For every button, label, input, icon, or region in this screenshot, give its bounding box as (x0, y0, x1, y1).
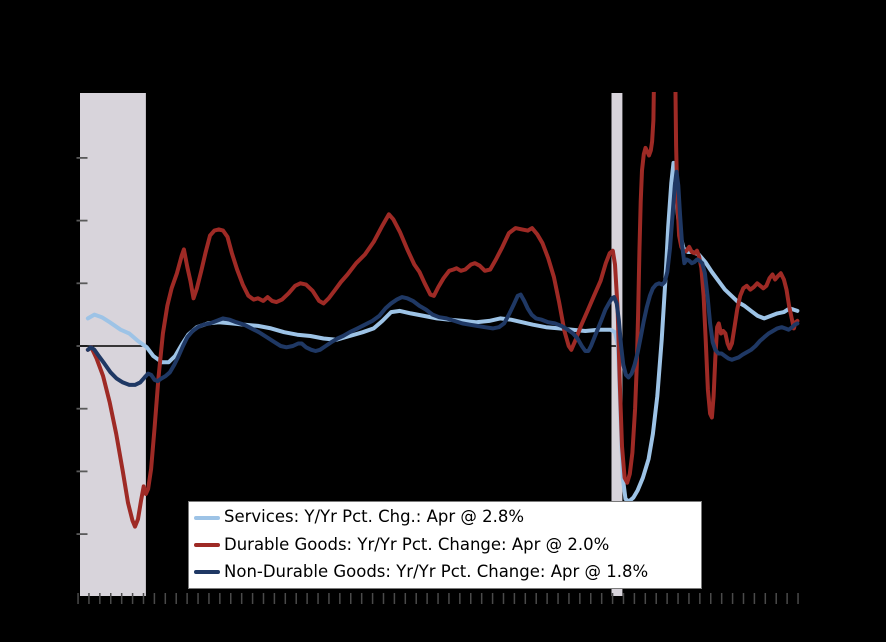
legend-item-durable-goods: Durable Goods: Yr/Yr Pct. Change: Apr @ … (194, 531, 695, 558)
legend-swatch-services (194, 515, 220, 520)
legend-label-services: Services: Y/Yr Pct. Chg.: Apr @ 2.8% (224, 507, 525, 527)
legend-item-non-durable-goods: Non-Durable Goods: Yr/Yr Pct. Change: Ap… (194, 559, 695, 586)
recession-band (80, 93, 146, 596)
legend-item-services: Services: Y/Yr Pct. Chg.: Apr @ 2.8% (194, 504, 695, 531)
legend: Services: Y/Yr Pct. Chg.: Apr @ 2.8% Dur… (188, 501, 702, 589)
legend-swatch-durable-goods (194, 542, 220, 547)
legend-label-non-durable-goods: Non-Durable Goods: Yr/Yr Pct. Change: Ap… (224, 562, 649, 582)
series-line-non-durable-goods (85, 169, 800, 387)
legend-label-durable-goods: Durable Goods: Yr/Yr Pct. Change: Apr @ … (224, 534, 610, 554)
series-line-durable-goods (85, 92, 800, 529)
legend-swatch-non-durable-goods (194, 570, 220, 575)
